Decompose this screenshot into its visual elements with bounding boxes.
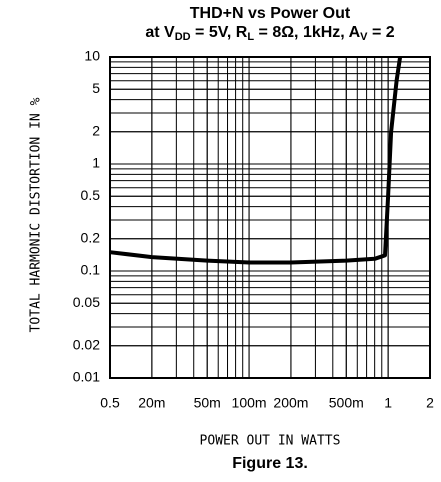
y-tick-label: 0.01 [73, 369, 100, 385]
data-line [109, 56, 403, 265]
y-tick-label: 0.1 [81, 262, 101, 278]
x-tick-label: 0.5 [100, 395, 120, 411]
y-tick-label: 0.5 [81, 187, 101, 203]
y-axis-label: TOTAL HARMONIC DISTORTION IN % [29, 97, 44, 332]
figure-caption: Figure 13. [232, 455, 308, 472]
subtitle-text: = 8Ω, 1kHz, A [254, 24, 361, 41]
x-tick-label: 100m [232, 395, 267, 411]
y-tick-label: 10 [84, 48, 100, 64]
chart-subtitle: at VDD = 5V, RL = 8Ω, 1kHz, AV = 2 [145, 24, 394, 43]
y-tick-label: 0.2 [81, 229, 101, 245]
y-tick-label: 2 [92, 122, 100, 138]
subscript: L [247, 31, 254, 43]
subtitle-text: = 2 [368, 24, 395, 41]
x-tick-label: 500m [329, 395, 364, 411]
y-tick-label: 0.05 [73, 294, 100, 310]
subscript: DD [175, 31, 191, 43]
plot-frame [109, 56, 431, 379]
x-tick-label: 20m [138, 395, 165, 411]
x-tick-label: 200m [273, 395, 308, 411]
chart-title: THD+N vs Power Out [190, 5, 351, 22]
x-tick-label: 50m [194, 395, 221, 411]
subtitle-text: at V [145, 24, 175, 41]
y-tick-label: 0.02 [73, 336, 100, 352]
x-tick-label: 2 [426, 395, 434, 411]
y-tick-label: 5 [92, 80, 100, 96]
subtitle-text: = 5V, R [191, 24, 248, 41]
x-tick-label: 1 [384, 395, 392, 411]
subscript: V [360, 31, 368, 43]
y-tick-label: 1 [92, 155, 100, 171]
x-axis-label: POWER OUT IN WATTS [200, 434, 341, 449]
